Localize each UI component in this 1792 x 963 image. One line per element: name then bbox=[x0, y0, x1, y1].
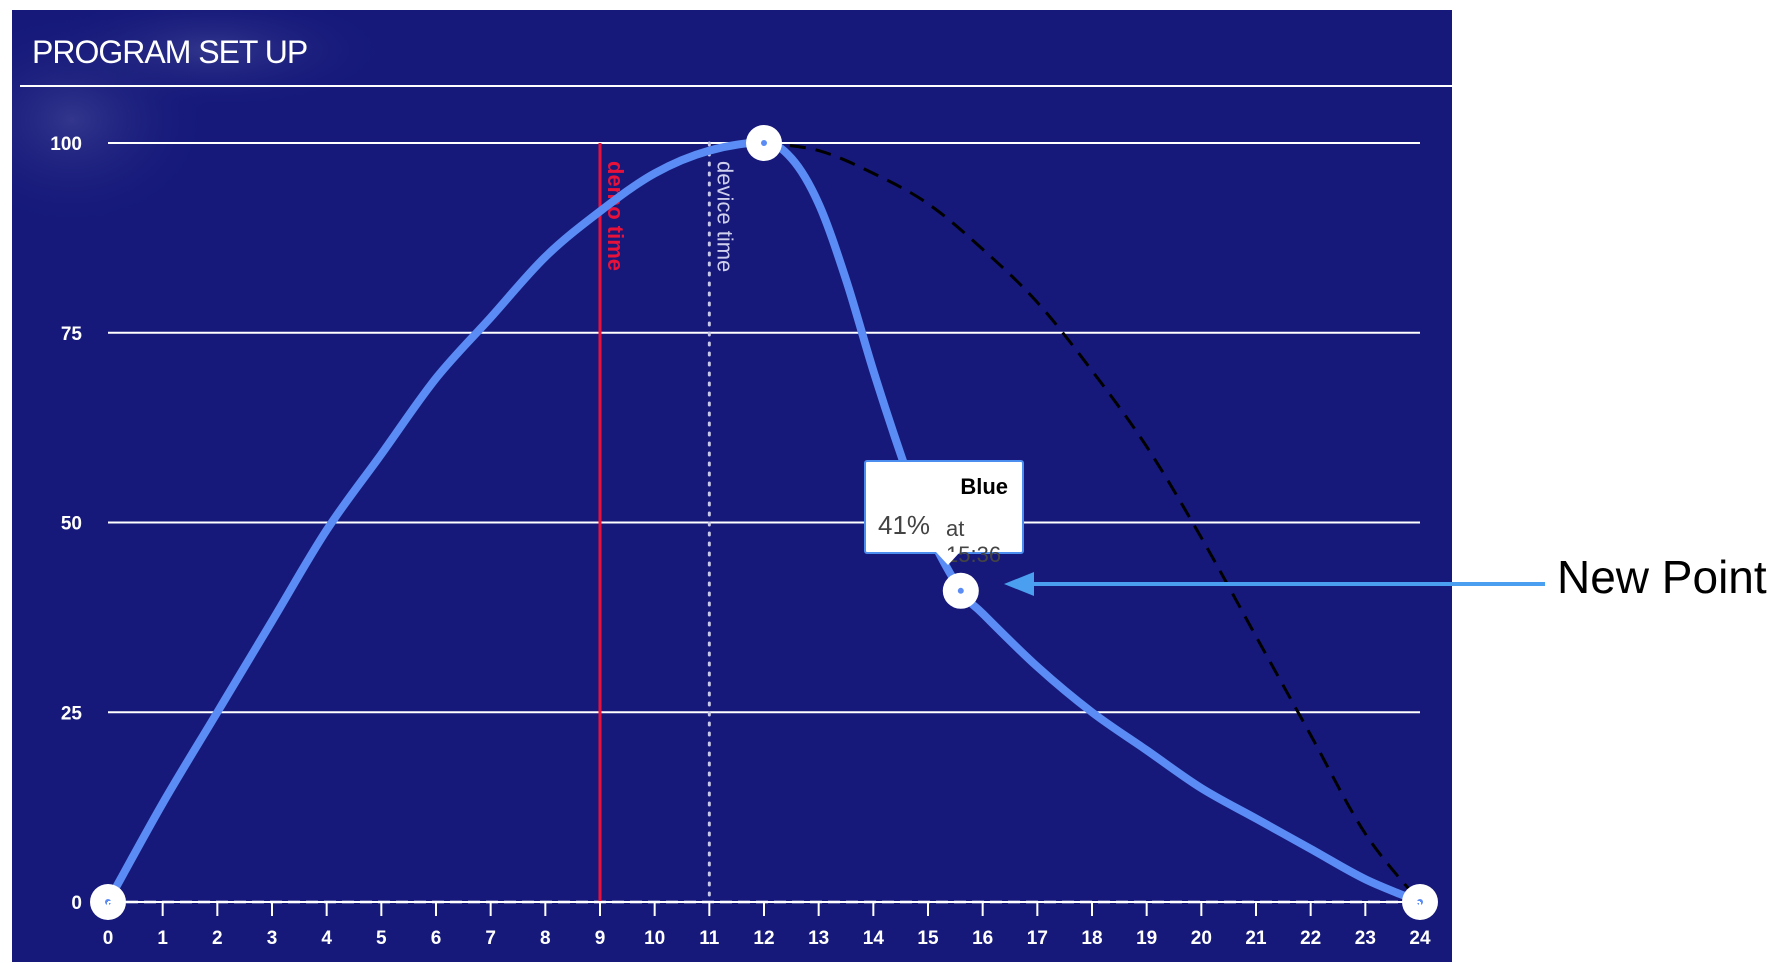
x-tick-label: 2 bbox=[212, 928, 223, 949]
x-tick-label: 20 bbox=[1191, 928, 1212, 949]
y-tick-label: 0 bbox=[71, 893, 82, 914]
x-tick-label: 18 bbox=[1081, 928, 1102, 949]
x-tick-label: 12 bbox=[753, 928, 774, 949]
tooltip-arrow bbox=[936, 552, 960, 565]
control-point-center bbox=[957, 587, 964, 594]
x-tick-label: 11 bbox=[699, 928, 720, 949]
y-tick-label: 50 bbox=[61, 514, 82, 535]
x-tick-label: 0 bbox=[103, 928, 114, 949]
tooltip-value: 41% bbox=[878, 510, 931, 540]
y-tick-label: 100 bbox=[50, 134, 82, 155]
panel-title: PROGRAM SET UP bbox=[32, 34, 308, 70]
x-tick-label: 16 bbox=[972, 928, 993, 949]
blue-series-line bbox=[104, 138, 1424, 906]
x-tick-label: 23 bbox=[1355, 928, 1376, 949]
annotation-label: New Point bbox=[1557, 551, 1767, 603]
x-tick-label: 17 bbox=[1027, 928, 1048, 949]
demo-time-label: demo time bbox=[603, 161, 628, 271]
x-tick-label: 24 bbox=[1409, 928, 1431, 949]
x-tick-label: 14 bbox=[863, 928, 885, 949]
previous-curve-dashed bbox=[763, 141, 1422, 903]
x-tick-label: 6 bbox=[431, 928, 442, 949]
control-point-center bbox=[761, 140, 767, 146]
x-tick-label: 10 bbox=[644, 928, 665, 949]
x-tick-label: 21 bbox=[1245, 928, 1267, 949]
x-tick-label: 3 bbox=[267, 928, 278, 949]
x-tick-label: 5 bbox=[376, 928, 387, 949]
x-tick-label: 19 bbox=[1136, 928, 1157, 949]
y-tick-label: 25 bbox=[61, 703, 83, 724]
x-tick-label: 8 bbox=[540, 928, 551, 949]
program-setup-panel: demo time device time 0 25 50 75 100 0 1 2 3 4 5 6 7 8… bbox=[12, 10, 1452, 962]
point-tooltip: Blue 41% at 15:36 bbox=[864, 460, 1024, 567]
x-tick-label: 13 bbox=[808, 928, 829, 949]
tooltip-series-name: Blue bbox=[960, 474, 1008, 499]
x-tick-label: 1 bbox=[157, 928, 168, 949]
x-tick-label: 22 bbox=[1300, 928, 1321, 949]
device-time-label: device time bbox=[712, 161, 737, 272]
background-cloud bbox=[32, 10, 392, 110]
x-tick-label: 4 bbox=[321, 928, 332, 949]
y-tick-label: 75 bbox=[61, 324, 83, 345]
x-tick-label: 9 bbox=[595, 928, 606, 949]
x-tick-label: 7 bbox=[485, 928, 496, 949]
x-tick-label: 15 bbox=[917, 928, 939, 949]
